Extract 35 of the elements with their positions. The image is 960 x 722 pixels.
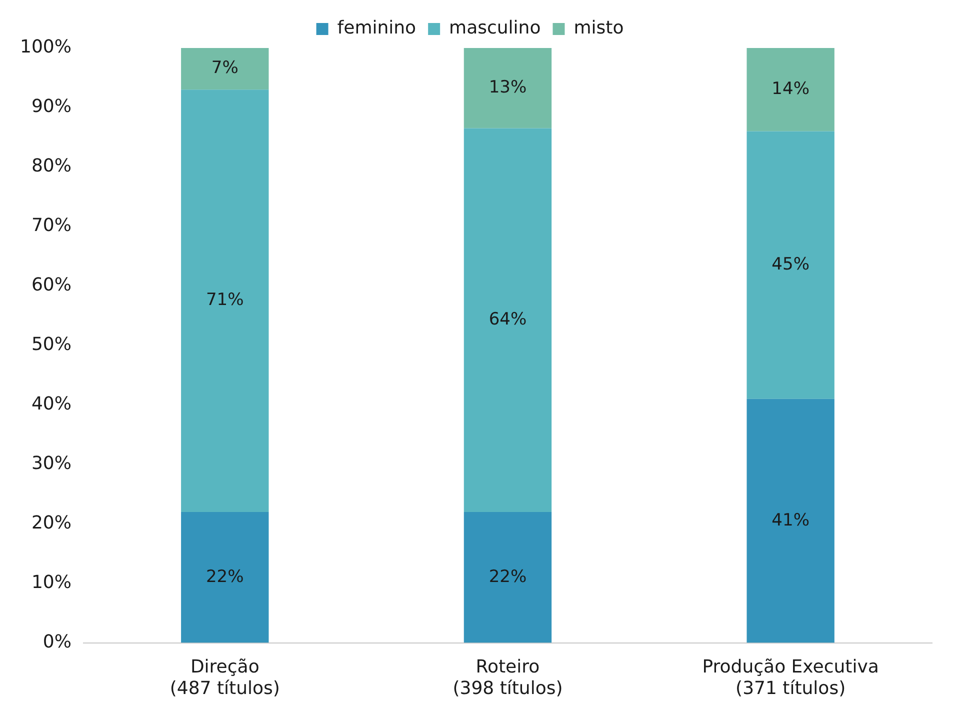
data-label: 41% bbox=[772, 510, 810, 530]
x-tick-label: Roteiro (398 títulos) bbox=[452, 656, 563, 699]
y-tick-label: 80% bbox=[31, 156, 72, 177]
y-tick-label: 70% bbox=[31, 215, 72, 236]
y-tick-label: 90% bbox=[31, 96, 72, 118]
y-tick-label: 20% bbox=[31, 512, 72, 534]
bar bbox=[181, 512, 269, 643]
data-label: 7% bbox=[211, 58, 238, 78]
y-tick-label: 60% bbox=[31, 274, 72, 296]
data-label: 22% bbox=[488, 566, 527, 587]
x-tick-label: Produção Executiva (371 títulos) bbox=[702, 656, 879, 699]
bar bbox=[181, 90, 269, 512]
bar bbox=[464, 128, 552, 512]
data-label: 64% bbox=[488, 310, 527, 330]
y-tick-label: 30% bbox=[31, 453, 72, 474]
y-tick-label: 40% bbox=[31, 394, 72, 415]
y-tick-label: 100% bbox=[20, 36, 72, 58]
y-tick-label: 0% bbox=[42, 631, 72, 652]
data-label: 13% bbox=[488, 78, 527, 98]
bar bbox=[746, 48, 834, 132]
bar bbox=[746, 131, 834, 399]
legend-label: masculino bbox=[449, 18, 541, 39]
bar bbox=[181, 48, 269, 90]
y-tick-label: 50% bbox=[31, 334, 72, 356]
data-label: 71% bbox=[206, 290, 244, 310]
legend-label: feminino bbox=[337, 18, 416, 39]
bar bbox=[464, 48, 552, 128]
bar bbox=[746, 398, 834, 643]
x-tick-label: Direção (487 títulos) bbox=[170, 656, 280, 699]
data-label: 22% bbox=[206, 566, 244, 587]
legend-label: misto bbox=[574, 18, 624, 39]
bar bbox=[464, 512, 552, 643]
data-label: 14% bbox=[772, 79, 810, 100]
y-tick-label: 10% bbox=[31, 572, 72, 593]
data-label: 45% bbox=[772, 254, 810, 275]
